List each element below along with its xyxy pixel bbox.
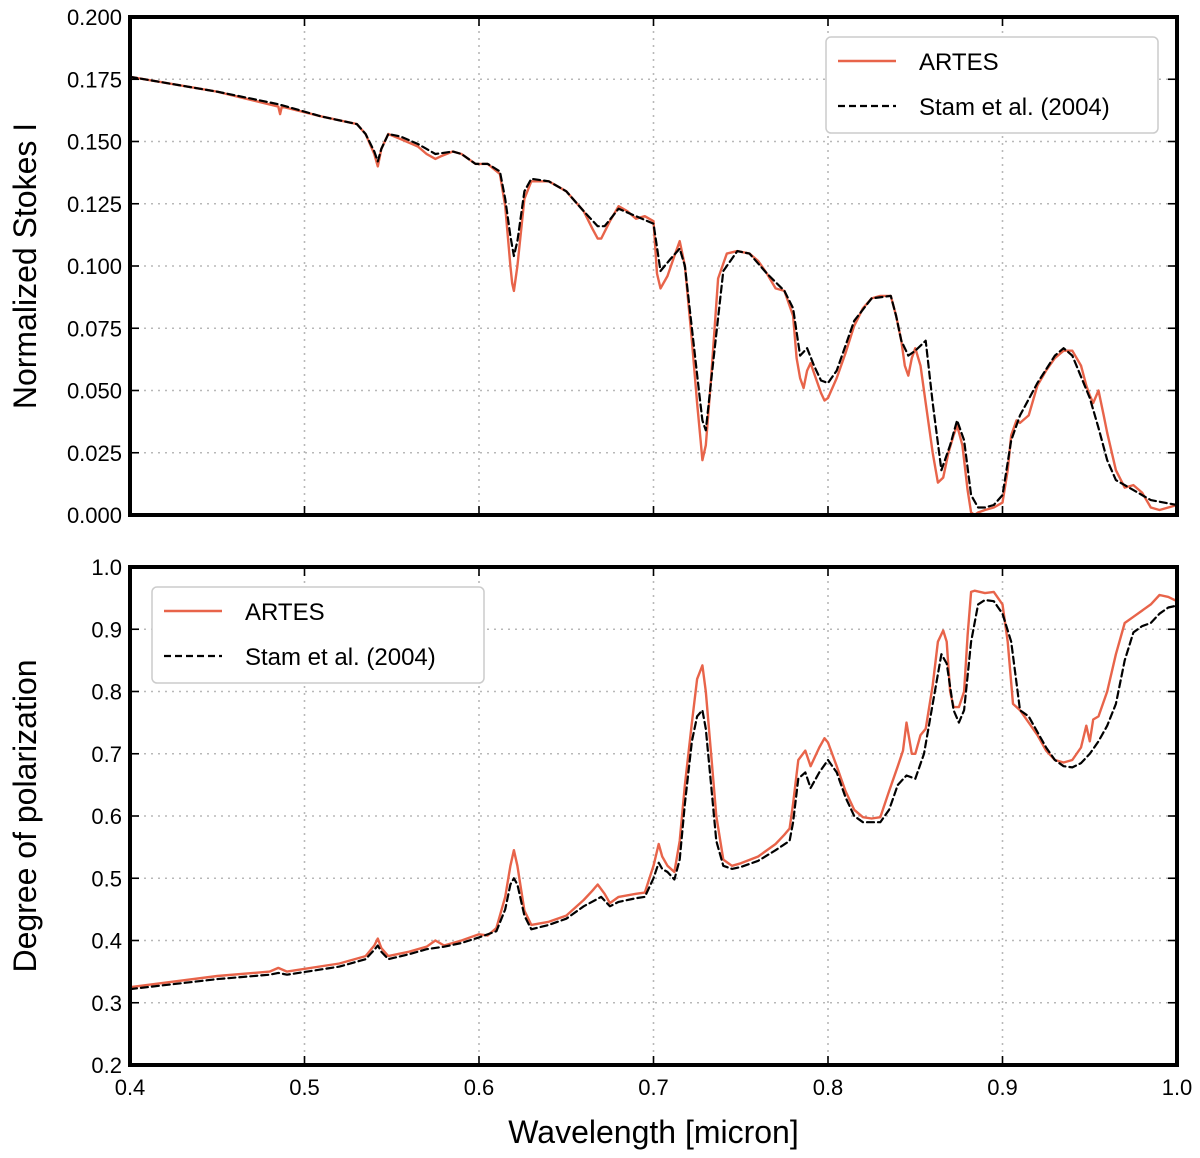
y-tick-label: 0.175 — [67, 67, 122, 92]
y-tick-label: 0.000 — [67, 503, 122, 528]
legend: ARTES Stam et al. (2004) — [151, 586, 485, 684]
y-tick-label: 0.125 — [67, 192, 122, 217]
x-tick-label: 0.4 — [115, 1075, 146, 1100]
y-tick-label: 0.6 — [91, 804, 122, 829]
y-tick-label: 0.7 — [91, 742, 122, 767]
series-line-stam — [128, 75, 1179, 509]
series-line-artes — [128, 589, 1179, 989]
y-tick-label: 0.050 — [67, 379, 122, 404]
x-tick-label: 0.9 — [987, 1075, 1018, 1100]
y-tick-label: 1.0 — [91, 555, 122, 580]
stokes-intensity-panel: 0.000 0.025 0.050 0.075 0.100 0.125 0.150 0.175… — [7, 5, 1179, 528]
plot-frame — [128, 15, 1179, 517]
y-tick-label: 0.025 — [67, 441, 122, 466]
legend-label: Stam et al. (2004) — [919, 94, 1110, 121]
y-tick-label: 0.2 — [91, 1053, 122, 1078]
y-tick-label: 0.8 — [91, 680, 122, 705]
legend-box — [151, 586, 485, 684]
x-tick-label: 0.6 — [464, 1075, 495, 1100]
y-tick-label: 0.5 — [91, 866, 122, 891]
y-tick-label: 0.100 — [67, 254, 122, 279]
legend-label: Stam et al. (2004) — [245, 644, 436, 671]
x-tick-label: 0.5 — [289, 1075, 320, 1100]
series-line-stam — [128, 598, 1179, 991]
y-tick-label: 0.075 — [67, 316, 122, 341]
x-tick-label: 0.8 — [813, 1075, 844, 1100]
y-tick-label: 0.4 — [91, 929, 122, 954]
legend-label: ARTES — [919, 49, 999, 76]
series-line-artes — [128, 75, 1179, 517]
y-axis-title: Degree of polarization — [7, 659, 43, 972]
x-tick-label: 1.0 — [1162, 1075, 1193, 1100]
x-tick-label: 0.7 — [638, 1075, 669, 1100]
x-axis-title: Wavelength [micron] — [508, 1114, 798, 1150]
legend-label: ARTES — [245, 599, 325, 626]
legend-box — [825, 36, 1159, 134]
degree-of-polarization-panel: 0.4 0.5 0.6 0.7 0.8 0.9 1.0 0.2 0.3 0.4 0.5 0.6 0.7 0… — [7, 555, 1192, 1150]
y-tick-label: 0.200 — [67, 5, 122, 30]
y-tick-label: 0.9 — [91, 617, 122, 642]
plot-frame — [128, 565, 1179, 1067]
y-tick-label: 0.3 — [91, 991, 122, 1016]
legend: ARTES Stam et al. (2004) — [825, 36, 1159, 134]
y-tick-label: 0.150 — [67, 130, 122, 155]
y-axis-title: Normalized Stokes I — [7, 123, 43, 409]
